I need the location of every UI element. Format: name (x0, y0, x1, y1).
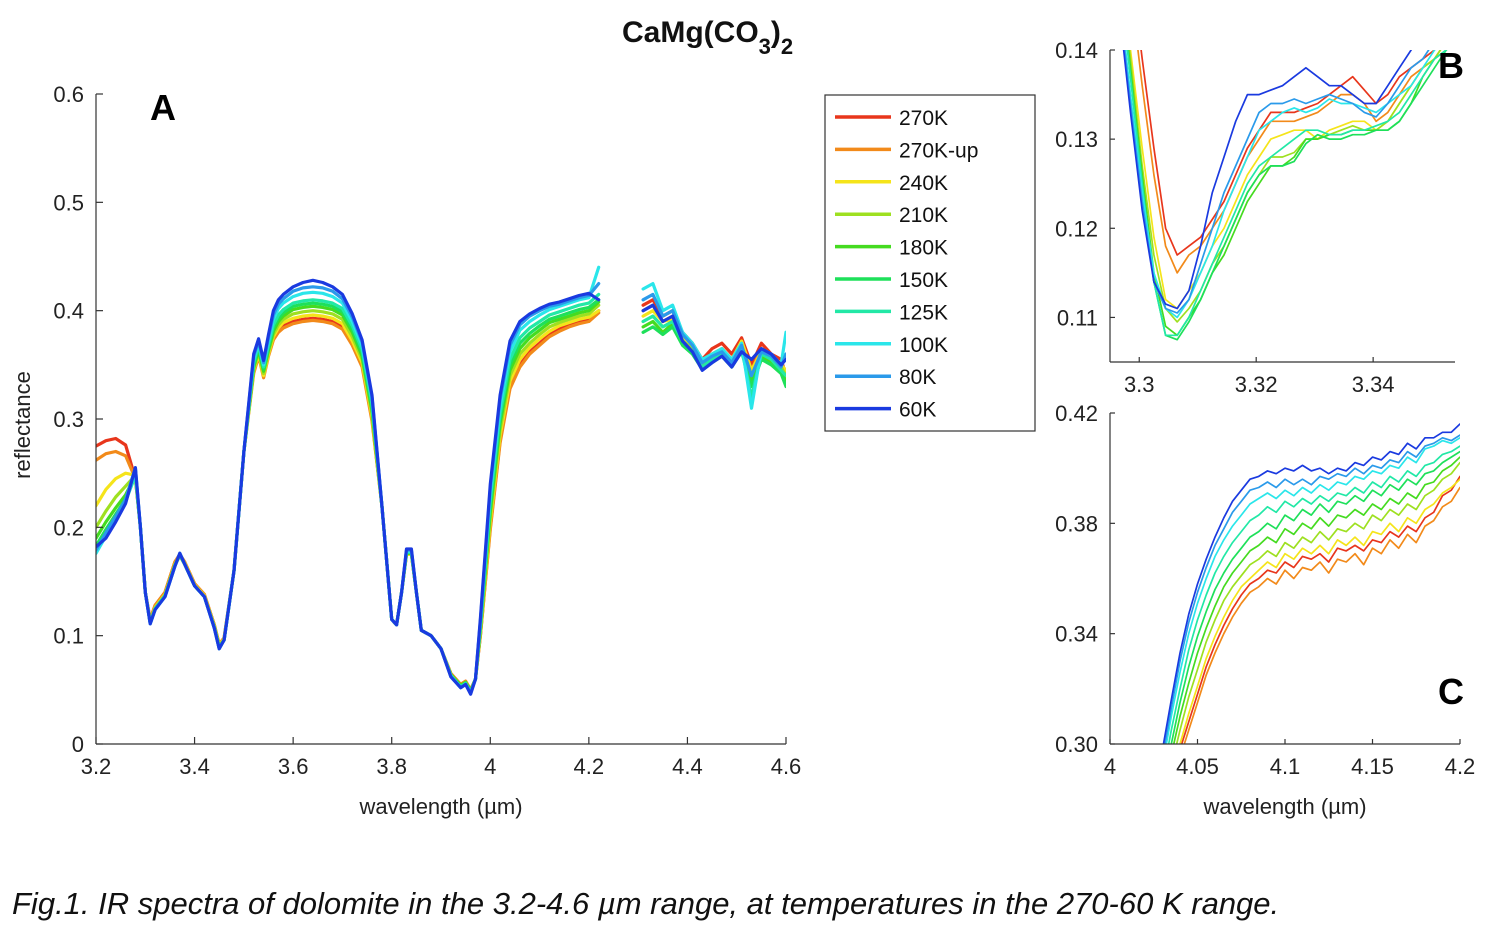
series-line-60K (1122, 50, 1413, 310)
y-tick-label: 0.42 (1055, 401, 1098, 426)
series-line-150K (96, 298, 786, 694)
legend-label-100K: 100K (899, 334, 948, 357)
series-line-80K (1164, 434, 1460, 744)
y-tick-label: 0.34 (1055, 622, 1098, 647)
series-line-210K (96, 303, 786, 693)
legend-label-210K: 210K (899, 204, 948, 227)
y-tick-label: 0.11 (1057, 305, 1098, 330)
series-line-150K (1170, 450, 1460, 744)
series-line-150K (1126, 50, 1448, 341)
y-tick-label: 0.14 (1055, 38, 1098, 63)
y-axis-label: reflectance (10, 371, 35, 479)
panel-b-chart: 3.3 3.32 3.34 0.11 0.12 0.13 0.14 B (1055, 38, 1464, 397)
series-group (1162, 423, 1460, 744)
y-tick-label: 0.1 (53, 624, 84, 649)
legend-label-60K: 60K (899, 399, 936, 422)
x-tick-label: 3.3 (1124, 372, 1155, 397)
x-tick-label: 3.4 (179, 754, 210, 779)
series-line-60K (96, 278, 786, 696)
series-line-270K-up (96, 303, 786, 692)
series-line-180K (1127, 50, 1448, 337)
series-line-270K (96, 298, 786, 692)
x-tick-label: 3.8 (376, 754, 407, 779)
x-tick-label: 4.15 (1351, 754, 1394, 779)
y-tick-label: 0.13 (1055, 127, 1098, 152)
y-tick-label: 0.12 (1055, 216, 1098, 241)
series-line-125K (1167, 445, 1460, 744)
series-line-180K (96, 300, 786, 693)
legend-label-240K: 240K (899, 172, 948, 195)
x-tick-label: 4.2 (1445, 754, 1476, 779)
x-tick-label: 4.05 (1176, 754, 1219, 779)
y-tick-label: 0.3 (53, 407, 84, 432)
series-line-240K (96, 309, 786, 693)
y-tick-label: 0.30 (1055, 732, 1098, 757)
series-line-270K-up (1183, 486, 1460, 744)
y-tick-label: 0.2 (53, 515, 84, 540)
series-group (96, 265, 786, 696)
x-tick-label: 4 (1104, 754, 1116, 779)
panel-label-a: A (150, 87, 176, 128)
panel-a-chart: 3.2 3.4 3.6 3.8 4 4.2 4.4 4.6 0 0.1 0.2 0.3 0.4 0.5 0.… (10, 82, 801, 819)
y-tick-label: 0.5 (53, 190, 84, 215)
x-tick-label: 4.2 (574, 754, 605, 779)
legend-label-270K: 270K (899, 107, 948, 130)
series-line-100K (1124, 50, 1436, 319)
series-line-80K (1123, 50, 1430, 314)
x-tick-label: 4 (484, 754, 496, 779)
chart-title: CaMg(CO3)2 (622, 16, 793, 59)
series-line-210K (1128, 50, 1442, 323)
panel-label-b: B (1438, 45, 1464, 86)
y-tick-label: 0.38 (1055, 511, 1098, 536)
x-tick-label: 4.4 (672, 754, 703, 779)
legend-label-270K-up: 270K-up (899, 139, 978, 162)
x-tick-label: 3.2 (81, 754, 112, 779)
legend-label-180K: 180K (899, 237, 948, 260)
series-line-180K (1172, 456, 1460, 744)
x-tick-label: 4.6 (771, 754, 802, 779)
x-tick-label: 3.34 (1352, 372, 1395, 397)
series-line-125K (96, 292, 786, 694)
x-tick-label: 3.6 (278, 754, 309, 779)
legend: 270K 270K-up 240K 210K 180K 150K 125K 100K 80K 60… (824, 94, 1036, 432)
series-line-60K (1162, 423, 1460, 744)
y-tick-label: 0.6 (53, 82, 84, 107)
series-line-100K (1165, 436, 1460, 744)
series-line-125K (1126, 50, 1448, 337)
panel-label-c: C (1438, 671, 1464, 712)
x-axis-label: wavelength (µm) (358, 794, 522, 819)
figure-caption: Fig.1. IR spectra of dolomite in the 3.2… (12, 886, 1280, 921)
series-group (1122, 50, 1448, 341)
figure: CaMg(CO3)2 3.2 3.4 3.6 3.8 4 4.2 4.4 4.6 0 0.1 0.2… (10, 16, 1476, 819)
series-line-270K-up (1137, 50, 1442, 274)
legend-label-80K: 80K (899, 366, 936, 389)
series-line-210K (1175, 461, 1460, 744)
series-line-270K (1140, 50, 1436, 256)
y-tick-label: 0.4 (53, 299, 84, 324)
x-axis-label: wavelength (µm) (1202, 794, 1366, 819)
y-tick-label: 0 (72, 732, 84, 757)
legend-label-150K: 150K (899, 269, 948, 292)
series-line-240K (1179, 478, 1460, 744)
x-tick-label: 3.32 (1235, 372, 1278, 397)
x-tick-label: 4.1 (1270, 754, 1301, 779)
panel-c-chart: 4 4.05 4.1 4.15 4.2 0.30 0.34 0.38 0.42 wavelengt… (1055, 401, 1476, 819)
legend-label-125K: 125K (899, 301, 948, 324)
series-line-270K (1180, 475, 1460, 744)
